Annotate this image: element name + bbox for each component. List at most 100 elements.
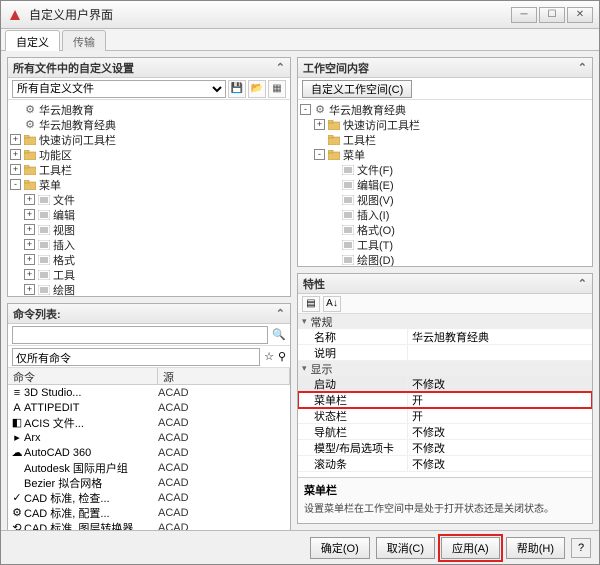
expander-icon[interactable]: - — [314, 149, 325, 160]
tree-item[interactable]: +功能区 — [10, 147, 288, 162]
open-icon[interactable]: 📂 — [248, 80, 266, 98]
close-button[interactable]: ✕ — [567, 7, 593, 23]
property-value[interactable]: 不修改 — [408, 440, 592, 455]
property-value[interactable]: 开 — [408, 392, 592, 407]
command-row[interactable]: AATTIPEDITACAD — [8, 400, 290, 415]
tree-item[interactable]: ⚙华云旭教育 — [10, 102, 288, 117]
tree-item[interactable]: -菜单 — [300, 147, 590, 162]
find-icon[interactable]: ⚲ — [278, 350, 286, 363]
property-row[interactable]: 说明 — [298, 345, 592, 361]
command-row[interactable]: ☁AutoCAD 360ACAD — [8, 445, 290, 460]
workspace-tree[interactable]: -⚙华云旭教育经典+快速访问工具栏工具栏-菜单文件(F)编辑(E)视图(V)插入… — [298, 100, 592, 266]
collapse-icon[interactable]: ⌃ — [276, 61, 285, 74]
new-command-icon[interactable]: ☆ — [264, 350, 274, 363]
column-source[interactable]: 源 — [158, 368, 290, 384]
property-category[interactable]: ▾显示 — [298, 361, 592, 376]
tree-item[interactable]: ⚙华云旭教育经典 — [10, 117, 288, 132]
tab-transfer[interactable]: 传输 — [62, 30, 106, 51]
property-row[interactable]: 名称华云旭教育经典 — [298, 329, 592, 345]
categorized-icon[interactable]: ▤ — [302, 296, 320, 312]
tree-item[interactable]: +编辑 — [10, 207, 288, 222]
expander-icon[interactable]: + — [24, 209, 35, 220]
expander-icon[interactable]: + — [314, 119, 325, 130]
property-row[interactable]: 导航栏不修改 — [298, 424, 592, 440]
property-row[interactable]: 菜单栏开 — [298, 392, 592, 408]
chevron-down-icon: ▾ — [302, 363, 307, 374]
collapse-icon[interactable]: ⌃ — [276, 307, 285, 320]
tree-item[interactable]: 工具栏 — [300, 132, 590, 147]
tree-item[interactable]: -⚙华云旭教育经典 — [300, 102, 590, 117]
tree-item[interactable]: 插入(I) — [300, 207, 590, 222]
expander-icon[interactable]: - — [10, 179, 21, 190]
expander-icon[interactable]: + — [24, 224, 35, 235]
command-row[interactable]: Autodesk 国际用户组ACAD — [8, 460, 290, 475]
tree-item[interactable]: +插入 — [10, 237, 288, 252]
search-icon[interactable]: 🔍 — [272, 328, 286, 341]
tree-item[interactable]: +绘图 — [10, 282, 288, 296]
collapse-icon[interactable]: ⌃ — [578, 277, 587, 290]
save-all-icon[interactable]: 💾 — [228, 80, 246, 98]
property-grid[interactable]: ▾常规名称华云旭教育经典说明▾显示启动不修改菜单栏开状态栏开导航栏不修改模型/布… — [298, 314, 592, 477]
minimize-button[interactable]: ─ — [511, 7, 537, 23]
alphabetical-icon[interactable]: A↓ — [323, 296, 341, 312]
tree-item[interactable]: +工具栏 — [10, 162, 288, 177]
maximize-button[interactable]: ☐ — [539, 7, 565, 23]
tree-item[interactable]: 格式(O) — [300, 222, 590, 237]
command-list[interactable]: 命令 源 ≡3D Studio...ACADAATTIPEDITACAD◧ACI… — [8, 368, 290, 530]
customize-workspace-button[interactable]: 自定义工作空间(C) — [302, 80, 412, 98]
command-row[interactable]: ⟲CAD 标准, 图层转换器...ACAD — [8, 520, 290, 530]
tree-item[interactable]: 工具(T) — [300, 237, 590, 252]
command-row[interactable]: ≡3D Studio...ACAD — [8, 385, 290, 400]
expander-icon[interactable]: - — [300, 104, 311, 115]
tree-item[interactable]: 编辑(E) — [300, 177, 590, 192]
property-value[interactable]: 开 — [408, 408, 592, 423]
command-row[interactable]: ◧ACIS 文件...ACAD — [8, 415, 290, 430]
expander-icon[interactable]: + — [24, 194, 35, 205]
expander-icon[interactable]: + — [24, 269, 35, 280]
expander-icon[interactable]: + — [24, 254, 35, 265]
cui-file-select[interactable]: 所有自定义文件 — [12, 80, 226, 98]
property-value[interactable]: 华云旭教育经典 — [408, 329, 592, 344]
tree-item[interactable]: +文件 — [10, 192, 288, 207]
command-row[interactable]: Bezier 拟合网格ACAD — [8, 475, 290, 490]
tree-item[interactable]: +视图 — [10, 222, 288, 237]
new-icon[interactable]: ▦ — [268, 80, 286, 98]
property-value[interactable] — [408, 345, 592, 360]
command-row[interactable]: ⚙CAD 标准, 配置...ACAD — [8, 505, 290, 520]
collapse-icon[interactable]: ⌃ — [578, 61, 587, 74]
tree-item[interactable]: +格式 — [10, 252, 288, 267]
property-row[interactable]: 状态栏开 — [298, 408, 592, 424]
expander-icon[interactable]: + — [10, 149, 21, 160]
property-row[interactable]: 滚动条不修改 — [298, 456, 592, 472]
command-row[interactable]: ✓CAD 标准, 检查...ACAD — [8, 490, 290, 505]
tree-item[interactable]: +快速访问工具栏 — [10, 132, 288, 147]
ok-button[interactable]: 确定(O) — [310, 537, 370, 559]
command-search-input[interactable] — [12, 326, 268, 344]
command-row[interactable]: ▸ArxACAD — [8, 430, 290, 445]
tree-item[interactable]: 绘图(D) — [300, 252, 590, 266]
apply-button[interactable]: 应用(A) — [441, 537, 500, 559]
column-command[interactable]: 命令 — [8, 368, 158, 384]
tab-customize[interactable]: 自定义 — [5, 30, 60, 51]
property-row[interactable]: 启动不修改 — [298, 376, 592, 392]
expander-icon[interactable]: + — [24, 284, 35, 295]
property-value[interactable]: 不修改 — [408, 376, 592, 391]
tree-item[interactable]: 文件(F) — [300, 162, 590, 177]
command-filter-select[interactable]: 仅所有命令 — [12, 348, 260, 366]
command-name: CAD 标准, 图层转换器... — [24, 520, 158, 531]
property-category[interactable]: ▾常规 — [298, 314, 592, 329]
help-button[interactable]: 帮助(H) — [506, 537, 565, 559]
cancel-button[interactable]: 取消(C) — [376, 537, 435, 559]
help-icon[interactable]: ? — [571, 538, 591, 558]
tree-item[interactable]: +快速访问工具栏 — [300, 117, 590, 132]
expander-icon[interactable]: + — [10, 134, 21, 145]
property-row[interactable]: 模型/布局选项卡不修改 — [298, 440, 592, 456]
expander-icon[interactable]: + — [24, 239, 35, 250]
tree-item[interactable]: -菜单 — [10, 177, 288, 192]
tree-item[interactable]: +工具 — [10, 267, 288, 282]
property-value[interactable]: 不修改 — [408, 456, 592, 471]
property-value[interactable]: 不修改 — [408, 424, 592, 439]
custom-settings-tree[interactable]: ⚙华云旭教育⚙华云旭教育经典+快速访问工具栏+功能区+工具栏-菜单+文件+编辑+… — [8, 100, 290, 296]
expander-icon[interactable]: + — [10, 164, 21, 175]
tree-item[interactable]: 视图(V) — [300, 192, 590, 207]
